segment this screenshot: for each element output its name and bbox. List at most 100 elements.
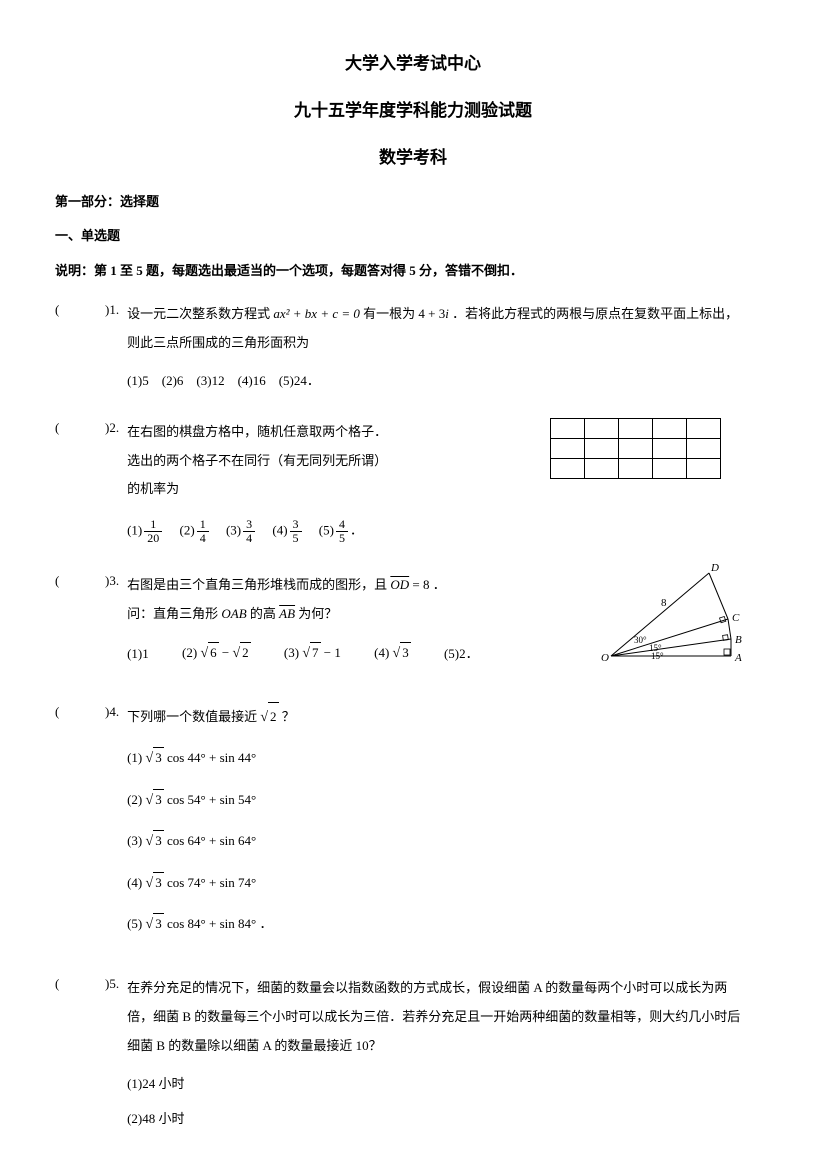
sqrt-icon: 3: [146, 830, 164, 853]
q3-line2b: 的高: [247, 606, 280, 621]
sqrt-icon: 3: [146, 913, 164, 936]
q2-frac1: 120: [144, 518, 162, 545]
question-4: ( )4. 下列哪一个数值最接近 2 ？ (1) 3 cos 44° + sin…: [55, 702, 771, 955]
q3-od: OD: [390, 577, 409, 592]
q5-o2: (2)48 小时: [127, 1109, 771, 1130]
svg-text:30°: 30°: [634, 635, 647, 645]
q1-text-b: 有一根为 4 + 3: [360, 306, 445, 321]
sqrt-icon: 3: [146, 872, 164, 895]
q2-frac3: 34: [243, 518, 255, 545]
sqrt-icon: 3: [146, 747, 164, 770]
instruction-text: 说明：第 1 至 5 题，每题选出最适当的一个选项，每题答对得 5 分，答错不倒…: [55, 261, 771, 282]
q2-o2: (2): [180, 522, 195, 537]
q3-o5: (5)2．: [444, 646, 479, 661]
question-number: )4.: [105, 702, 119, 955]
q4-o2: (2): [127, 792, 142, 807]
sqrt-icon: 2: [232, 642, 250, 665]
q3-line2a: 问：直角三角形: [127, 606, 221, 621]
q4-o4: (4): [127, 875, 142, 890]
title-subject: 数学考科: [55, 144, 771, 171]
svg-text:8: 8: [661, 597, 667, 609]
svg-text:D: D: [710, 562, 719, 574]
q3-line1a: 右图是由三个直角三角形堆栈而成的图形，且: [127, 577, 390, 592]
question-number: )5.: [105, 974, 119, 1129]
sqrt-icon: 3: [393, 642, 411, 665]
q5-line3: 细菌 B 的数量除以细菌 A 的数量最接近 10？: [127, 1038, 382, 1053]
svg-text:O: O: [601, 652, 609, 664]
q3-ab: AB: [279, 606, 295, 621]
q4-options: (1) 3 cos 44° + sin 44° (2) 3 cos 54° + …: [127, 747, 771, 936]
q2-line2: 选出的两个格子不在同行（有无同列无所谓）: [127, 453, 387, 468]
question-text: 下列哪一个数值最接近 2 ？: [127, 702, 771, 734]
q1-options: (1)5 (2)6 (3)12 (4)16 (5)24．: [127, 371, 771, 392]
q2-grid-figure: [550, 418, 721, 479]
q5-options: (1)24 小时 (2)48 小时: [127, 1074, 771, 1130]
title-year: 九十五学年度学科能力测验试题: [55, 97, 771, 124]
answer-blank: (: [55, 702, 105, 955]
sqrt-icon: 2: [260, 702, 278, 734]
answer-blank: (: [55, 974, 105, 1129]
q3-minus: −: [219, 645, 233, 660]
q4-o1: (1): [127, 750, 142, 765]
q5-line1: 在养分充足的情况下，细菌的数量会以指数函数的方式成长，假设细菌 A 的数量每两个…: [127, 980, 727, 995]
q3-triangle-figure: O A B C D 8 30° 15° 15°: [601, 561, 751, 678]
section-part1: 第一部分：选择题: [55, 192, 771, 213]
q2-line1: 在右图的棋盘方格中，随机任意取两个格子．: [127, 424, 387, 439]
q3-o3: (3): [284, 645, 299, 660]
question-3: ( )3. 右图是由三个直角三角形堆栈而成的图形，且 OD = 8 ． 问：直角…: [55, 571, 771, 672]
q5-o1: (1)24 小时: [127, 1074, 771, 1095]
q1-formula: ax² + bx + c = 0: [273, 306, 360, 321]
q5-line2: 倍，细菌 B 的数量每三个小时可以成长为三倍．若养分充足且一开始两种细菌的数量相…: [127, 1009, 740, 1024]
answer-blank: (: [55, 571, 105, 672]
question-5: ( )5. 在养分充足的情况下，细菌的数量会以指数函数的方式成长，假设细菌 A …: [55, 974, 771, 1129]
q4-qmark: ？: [279, 709, 295, 724]
q1-text-c: ．若将此方程式的两根与原点在复数平面上标出，: [449, 306, 738, 321]
q3-minus1: − 1: [321, 645, 341, 660]
svg-text:A: A: [734, 652, 742, 664]
q3-o4: (4): [374, 645, 389, 660]
title-center: 大学入学考试中心: [55, 50, 771, 77]
svg-text:B: B: [735, 634, 742, 646]
q2-o4: (4): [272, 522, 287, 537]
q2-options: (1)120 (2)14 (3)34 (4)35 (5)45．: [127, 518, 771, 545]
question-2: ( )2. 在右图的棋盘方格中，随机任意取两个格子． 选出的两个格子不在同行（有…: [55, 418, 771, 551]
sqrt-icon: 6: [200, 642, 218, 665]
q4-e1: cos 44° + sin 44°: [164, 750, 256, 765]
q3-o2: (2): [182, 645, 197, 660]
question-number: )1.: [105, 300, 119, 398]
q2-frac5: 45: [336, 518, 348, 545]
sqrt-icon: 3: [146, 789, 164, 812]
question-number: )3.: [105, 571, 119, 672]
q4-o5: (5): [127, 916, 142, 931]
answer-blank: (: [55, 418, 105, 551]
q1-text-d: 则此三点所围成的三角形面积为: [127, 335, 309, 350]
q2-o1: (1): [127, 522, 142, 537]
q4-o3: (3): [127, 833, 142, 848]
q2-frac4: 35: [290, 518, 302, 545]
subsection-single: 一、单选题: [55, 226, 771, 247]
answer-blank: (: [55, 300, 105, 398]
q3-oab: OAB: [221, 606, 246, 621]
q3-line1b: = 8 ．: [409, 577, 446, 592]
question-text: 设一元二次整系数方程式 ax² + bx + c = 0 有一根为 4 + 3i…: [127, 300, 771, 357]
q4-e5: cos 84° + sin 84°: [164, 916, 256, 931]
q4-e4: cos 74° + sin 74°: [164, 875, 256, 890]
q4-period: ．: [256, 916, 272, 931]
q2-frac2: 14: [197, 518, 209, 545]
question-1: ( )1. 设一元二次整系数方程式 ax² + bx + c = 0 有一根为 …: [55, 300, 771, 398]
q4-text: 下列哪一个数值最接近: [127, 709, 260, 724]
svg-text:15°: 15°: [651, 651, 664, 661]
q2-o3: (3): [226, 522, 241, 537]
q4-e3: cos 64° + sin 64°: [164, 833, 256, 848]
q2-o5: (5): [319, 522, 334, 537]
q3-line2c: 为何？: [295, 606, 337, 621]
svg-text:C: C: [732, 612, 740, 624]
q2-period: ．: [350, 522, 363, 537]
question-text: 在养分充足的情况下，细菌的数量会以指数函数的方式成长，假设细菌 A 的数量每两个…: [127, 974, 771, 1060]
sqrt-icon: 7: [302, 642, 320, 665]
question-number: )2.: [105, 418, 119, 551]
q4-e2: cos 54° + sin 54°: [164, 792, 256, 807]
q3-o1: (1)1: [127, 646, 149, 661]
q2-line3: 的机率为: [127, 481, 179, 496]
q1-text-a: 设一元二次整系数方程式: [127, 306, 273, 321]
